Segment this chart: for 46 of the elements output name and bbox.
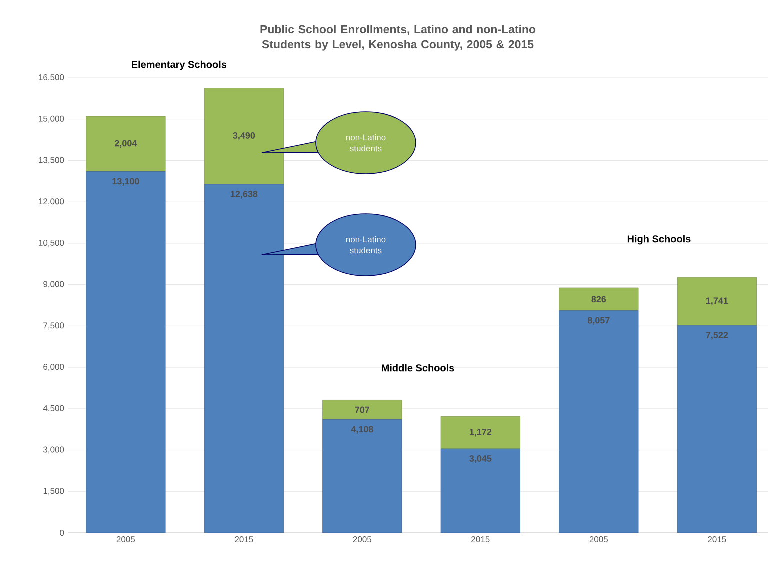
y-tick-label: 7,500 bbox=[44, 322, 64, 330]
y-tick-label: 13,500 bbox=[39, 157, 64, 164]
annotation: Middle Schools bbox=[382, 364, 454, 372]
y-tick-label: 3,000 bbox=[44, 446, 64, 454]
annotation: non-Latino students bbox=[346, 134, 386, 152]
y-tick-label: 15,000 bbox=[39, 116, 64, 123]
annotation: non-Latino students bbox=[346, 236, 386, 254]
y-tick-label: 10,500 bbox=[39, 240, 64, 247]
data-label: 707 bbox=[355, 406, 370, 414]
x-tick-label: 2015 bbox=[472, 536, 490, 543]
bar bbox=[440, 416, 520, 450]
bar bbox=[322, 420, 402, 533]
bar bbox=[322, 400, 402, 420]
x-tick-label: 2015 bbox=[235, 536, 254, 543]
y-tick-label: 1,500 bbox=[44, 488, 64, 496]
data-label: 2,004 bbox=[114, 140, 138, 148]
data-label: 1,741 bbox=[706, 298, 728, 306]
x-tick-label: 2015 bbox=[708, 536, 726, 543]
y-tick-label: 16,500 bbox=[39, 74, 64, 82]
bar bbox=[559, 288, 639, 312]
data-label: 7,522 bbox=[706, 332, 728, 340]
y-tick-label: 0 bbox=[60, 530, 64, 536]
chart-title: Public School Enrollments, Latino and non-Latino Students by Level, Kenosha County, 2005 & 2015 bbox=[260, 25, 536, 51]
bar bbox=[86, 172, 166, 533]
data-label: 3,045 bbox=[470, 456, 492, 464]
y-tick-label: 12,000 bbox=[39, 198, 64, 206]
x-tick-label: 2005 bbox=[590, 536, 608, 543]
y-tick-label: 4,500 bbox=[43, 405, 64, 412]
data-label: 1,172 bbox=[470, 429, 492, 437]
bar bbox=[86, 116, 166, 172]
data-label: 13,100 bbox=[112, 178, 140, 186]
data-label: 4,108 bbox=[351, 426, 374, 434]
annotation: High Schools bbox=[628, 235, 691, 245]
data-label: 8,057 bbox=[588, 317, 610, 326]
data-label: 3,490 bbox=[233, 132, 256, 140]
data-label: 826 bbox=[592, 296, 606, 303]
y-tick-label: 9,000 bbox=[44, 281, 64, 288]
text: Elementary Schools bbox=[132, 60, 227, 70]
x-tick-label: 2005 bbox=[353, 536, 372, 543]
bar bbox=[559, 310, 639, 533]
x-tick-label: 2005 bbox=[116, 536, 136, 543]
bar bbox=[440, 448, 520, 533]
data-label: 12,638 bbox=[230, 191, 258, 199]
bar bbox=[677, 325, 757, 533]
bar bbox=[677, 277, 757, 326]
y-tick-label: 6,000 bbox=[44, 364, 64, 372]
